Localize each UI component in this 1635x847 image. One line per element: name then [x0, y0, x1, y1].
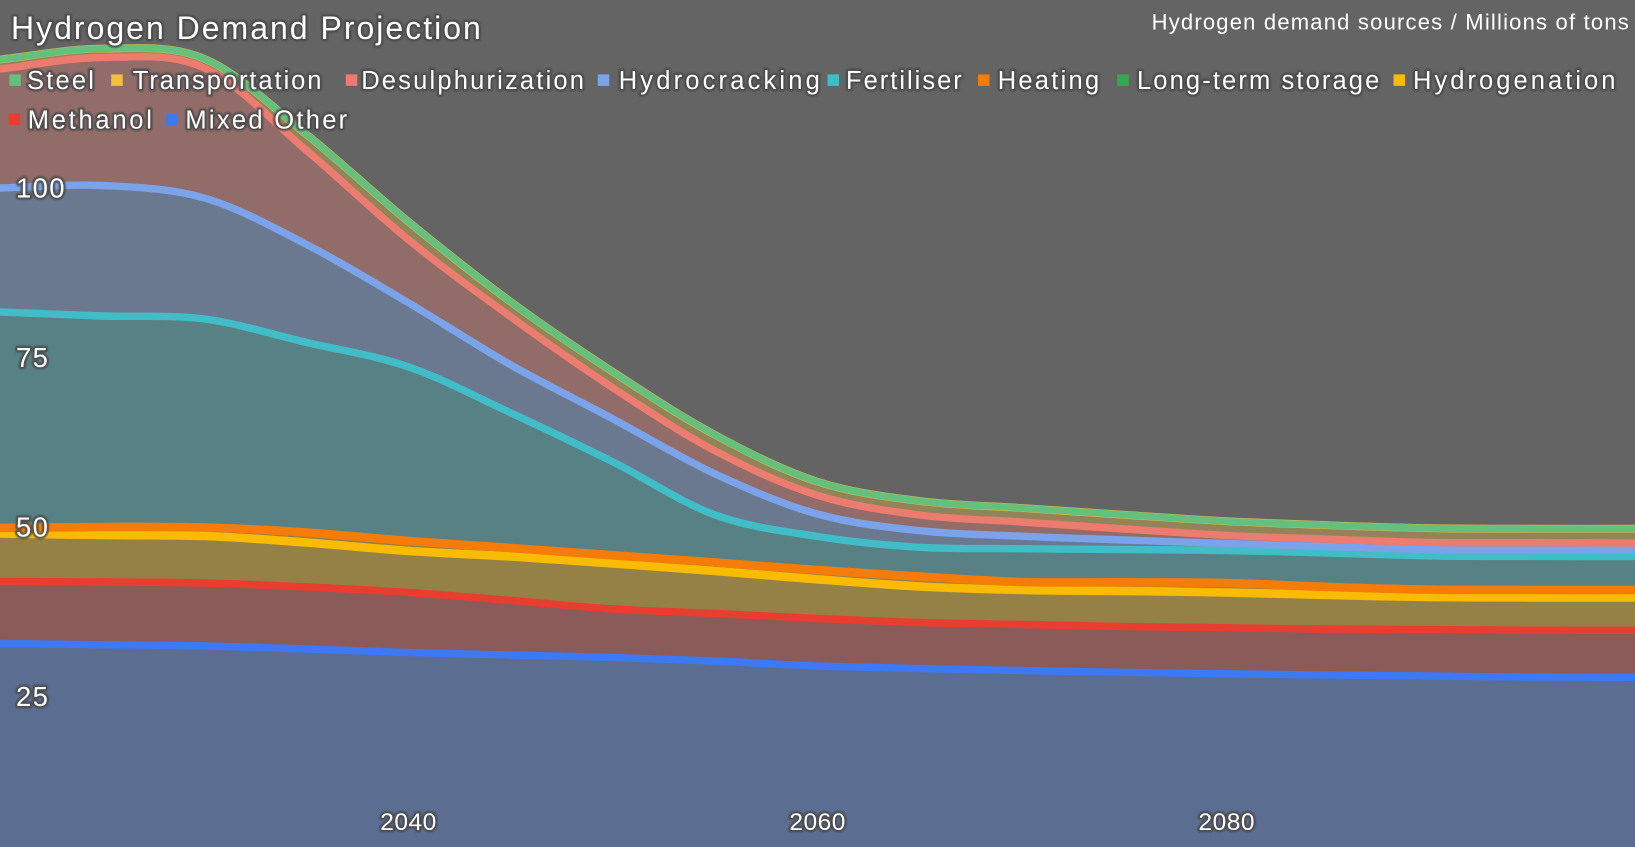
- svg-text:Desulphurization: Desulphurization: [361, 67, 586, 95]
- svg-text:Mixed Other: Mixed Other: [185, 106, 349, 134]
- svg-text:Methanol: Methanol: [28, 106, 155, 134]
- svg-text:Heating: Heating: [998, 67, 1102, 95]
- svg-text:Mixed Other: Mixed Other: [185, 106, 349, 134]
- svg-text:2060: 2060: [789, 809, 846, 836]
- svg-text:Hydrogen Demand Projection: Hydrogen Demand Projection: [11, 10, 483, 46]
- svg-text:2040: 2040: [380, 809, 437, 836]
- svg-text:25: 25: [16, 681, 49, 712]
- svg-text:Fertiliser: Fertiliser: [846, 67, 964, 95]
- svg-text:2040: 2040: [380, 809, 437, 836]
- svg-text:Hydrogenation: Hydrogenation: [1413, 67, 1619, 95]
- svg-text:Hydrocracking: Hydrocracking: [619, 67, 823, 95]
- svg-text:Transportation: Transportation: [133, 67, 324, 95]
- svg-text:75: 75: [16, 342, 49, 373]
- svg-text:Methanol: Methanol: [28, 106, 155, 134]
- svg-text:Hydrogen Demand Projection: Hydrogen Demand Projection: [11, 10, 483, 46]
- svg-text:50: 50: [16, 512, 49, 543]
- svg-text:Steel: Steel: [27, 67, 96, 95]
- svg-text:2080: 2080: [1198, 809, 1255, 836]
- svg-text:Long-term storage: Long-term storage: [1137, 67, 1381, 95]
- svg-text:100: 100: [16, 173, 66, 204]
- svg-text:2080: 2080: [1198, 809, 1255, 836]
- svg-text:Long-term storage: Long-term storage: [1137, 67, 1381, 95]
- svg-text:Desulphurization: Desulphurization: [361, 67, 586, 95]
- svg-text:75: 75: [16, 342, 49, 373]
- svg-text:2060: 2060: [789, 809, 846, 836]
- svg-text:Transportation: Transportation: [133, 67, 324, 95]
- svg-text:Steel: Steel: [27, 67, 96, 95]
- svg-text:100: 100: [16, 173, 66, 204]
- svg-text:Heating: Heating: [998, 67, 1102, 95]
- svg-text:50: 50: [16, 512, 49, 543]
- svg-text:Fertiliser: Fertiliser: [846, 67, 964, 95]
- svg-text:25: 25: [16, 681, 49, 712]
- svg-text:Hydrocracking: Hydrocracking: [619, 67, 823, 95]
- svg-text:Hydrogenation: Hydrogenation: [1413, 67, 1619, 95]
- svg-text:Hydrogen demand sources / Mill: Hydrogen demand sources / Millions of to…: [1152, 10, 1630, 35]
